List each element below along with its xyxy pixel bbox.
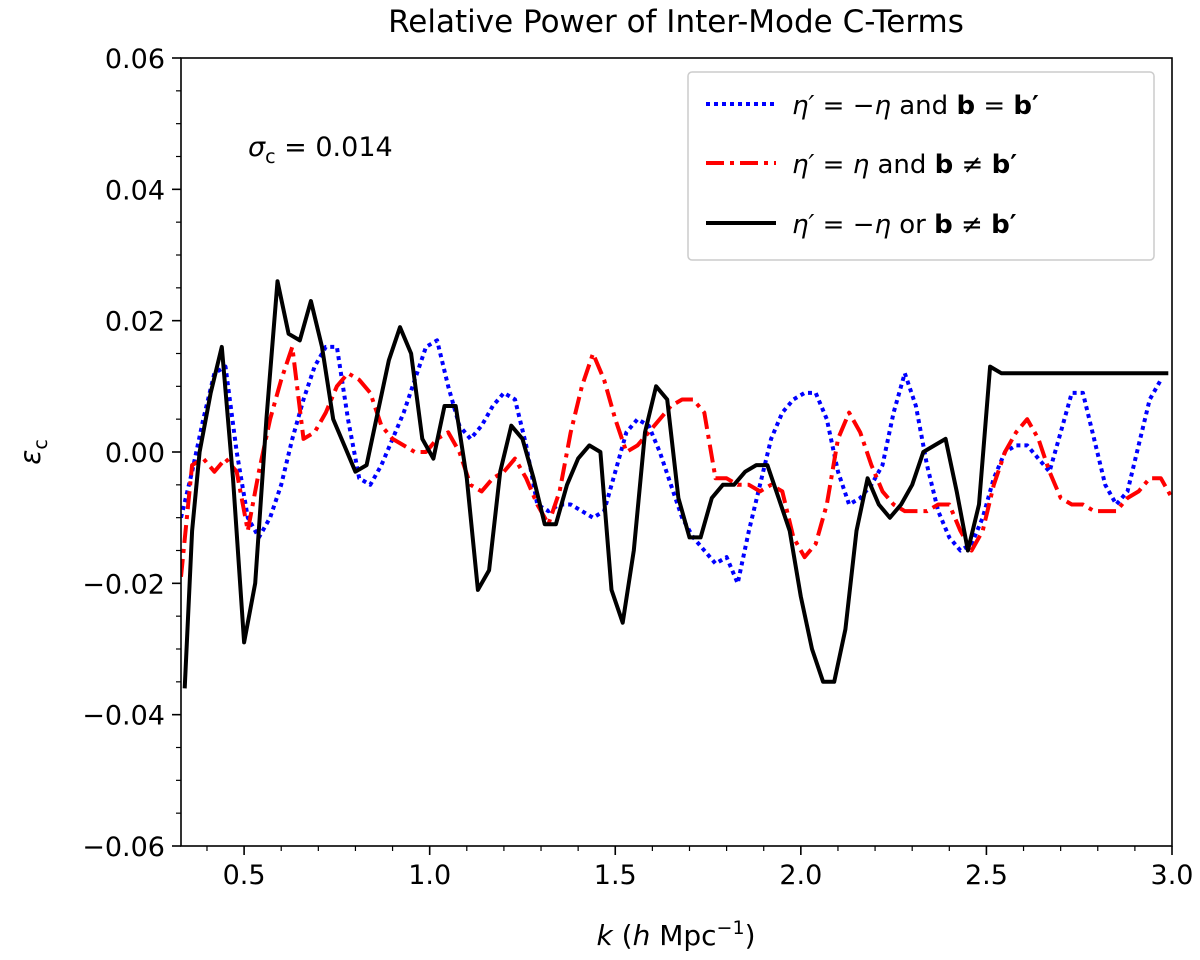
series-line-1 — [181, 344, 1172, 577]
x-tick-label-2: 1.5 — [594, 860, 637, 891]
y-tick-label-6: −0.06 — [82, 832, 165, 863]
chart-title: Relative Power of Inter-Mode C-Terms — [388, 4, 964, 40]
legend-label-1: η′ = η and b ≠ b′ — [792, 150, 1017, 180]
x-axis-label: k (h Mpc−1) — [597, 917, 756, 952]
y-tick-label-0: 0.06 — [105, 44, 165, 75]
sigma-annotation: σc = 0.014 — [248, 132, 393, 168]
legend-box — [687, 71, 1155, 261]
series-line-0 — [181, 338, 1163, 586]
y-tick-label-1: 0.04 — [105, 175, 165, 206]
plot-frame — [180, 57, 1173, 847]
x-tick-label-1: 1.0 — [408, 860, 451, 891]
series-layer — [181, 279, 1172, 689]
x-tick-label-0: 0.5 — [223, 860, 266, 891]
legend-label-2: η′ = −η or b ≠ b′ — [792, 210, 1017, 240]
y-axis-label: εc — [14, 439, 52, 465]
x-tick-label-4: 2.5 — [965, 860, 1008, 891]
x-tick-label-5: 3.0 — [1151, 860, 1194, 891]
series-line-2 — [182, 279, 1169, 689]
axis-ticks: 0.5 1.0 1.5 2.0 2.5 3.0 0.06 0.04 0.02 0.00 −0.02 −… — [82, 44, 1193, 891]
y-tick-label-4: −0.02 — [82, 569, 165, 600]
y-tick-label-2: 0.02 — [105, 307, 165, 338]
y-tick-label-5: −0.04 — [82, 701, 165, 732]
y-tick-label-3: 0.00 — [105, 438, 165, 469]
legend: η′ = −η and b = b′ η′ = η and b ≠ b′ η′ … — [687, 71, 1155, 261]
x-tick-label-3: 2.0 — [779, 860, 822, 891]
legend-label-0: η′ = −η and b = b′ — [792, 91, 1039, 121]
